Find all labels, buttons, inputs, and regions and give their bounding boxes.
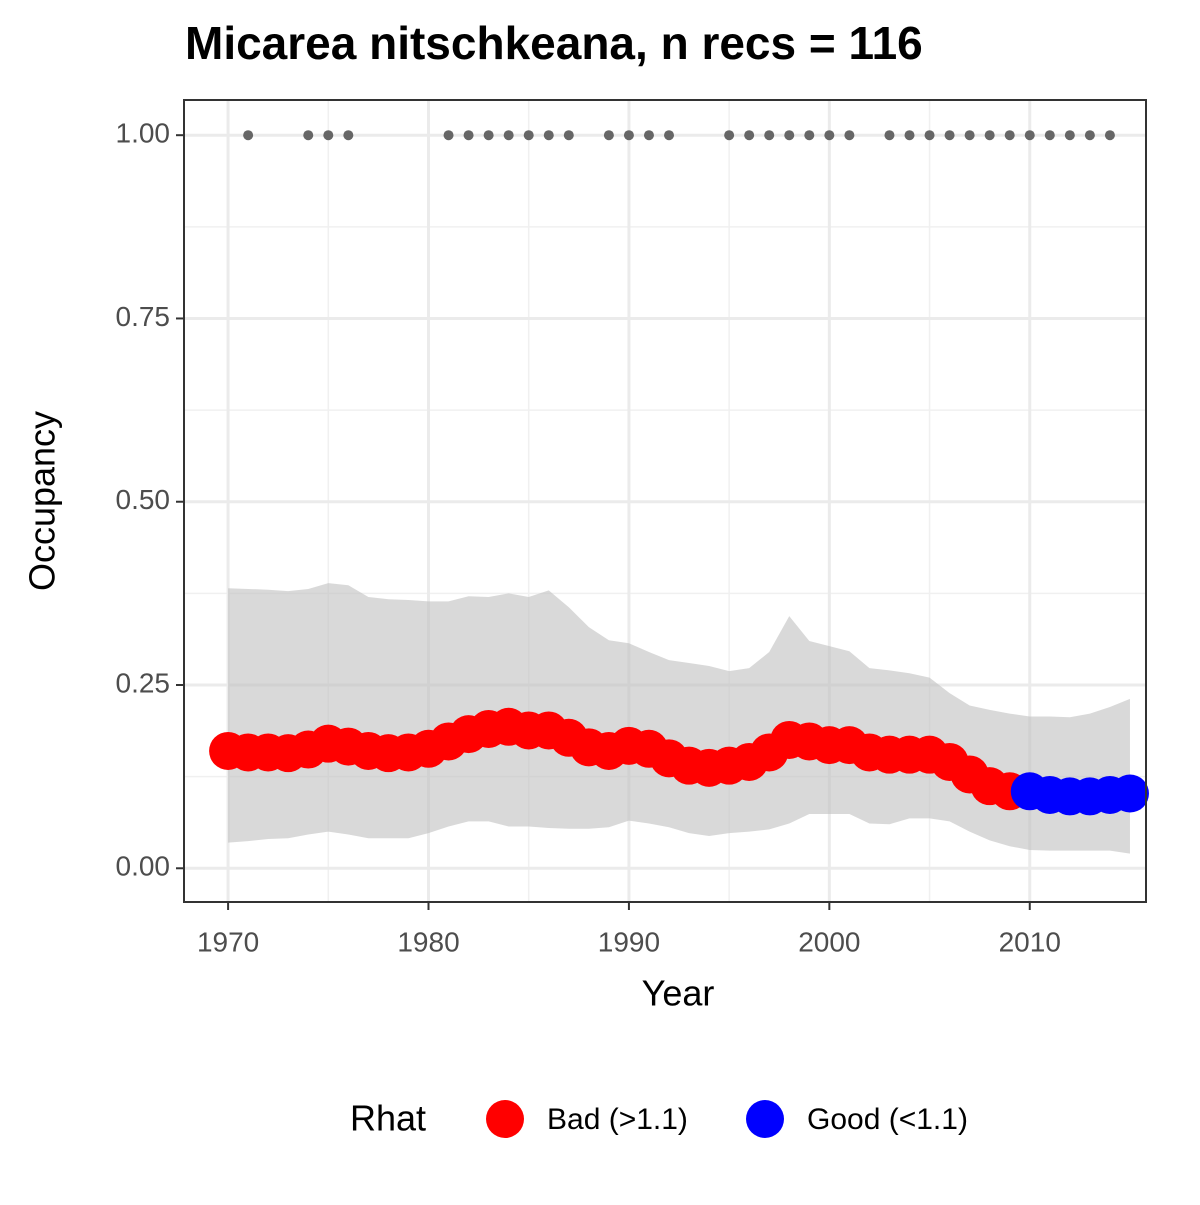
record-point [824,130,835,141]
record-point [1104,130,1115,141]
y-tick-label: 0.50 [116,484,171,515]
legend-label: Good (<1.1) [807,1103,968,1136]
record-point [964,130,975,141]
legend-label: Bad (>1.1) [547,1103,688,1136]
legend-swatch [746,1100,784,1138]
x-tick-label: 1970 [197,926,259,957]
record-point [343,130,354,141]
x-tick-label: 2000 [798,926,860,957]
x-tick-label: 1980 [397,926,459,957]
record-point [463,130,474,141]
record-point [603,130,614,141]
record-point [623,130,634,141]
chart-title: Micarea nitschkeana, n recs = 116 [185,17,923,69]
record-point [303,130,314,141]
record-point [924,130,935,141]
record-point [503,130,514,141]
x-tick-label: 2010 [999,926,1061,957]
confidence-band [228,583,1130,854]
y-tick-label: 0.75 [116,301,171,332]
legend-swatch [486,1100,524,1138]
record-point [1084,130,1095,141]
record-point [984,130,995,141]
x-tick-label: 1990 [598,926,660,957]
record-point [643,130,654,141]
record-point [563,130,574,141]
record-point [904,130,915,141]
record-point [323,130,334,141]
record-point [243,130,254,141]
y-tick-label: 1.00 [116,118,171,149]
y-tick-label: 0.00 [116,851,171,882]
record-point [1044,130,1055,141]
occupancy-point [1110,774,1149,813]
legend-title: Rhat [350,1098,426,1139]
plot-border [183,99,1147,903]
x-axis-title: Year [642,973,715,1014]
record-point [804,130,815,141]
record-point [664,130,675,141]
record-point [1004,130,1015,141]
record-point [744,130,755,141]
record-point [1064,130,1075,141]
record-point [784,130,795,141]
y-axis-title: Occupancy [22,411,63,591]
record-point [1024,130,1035,141]
record-point [764,130,775,141]
record-point [724,130,735,141]
record-point [944,130,955,141]
record-point [443,130,454,141]
y-tick-label: 0.25 [116,667,171,698]
record-point [483,130,494,141]
record-point [884,130,895,141]
record-point [543,130,554,141]
record-point [844,130,855,141]
record-point [523,130,534,141]
